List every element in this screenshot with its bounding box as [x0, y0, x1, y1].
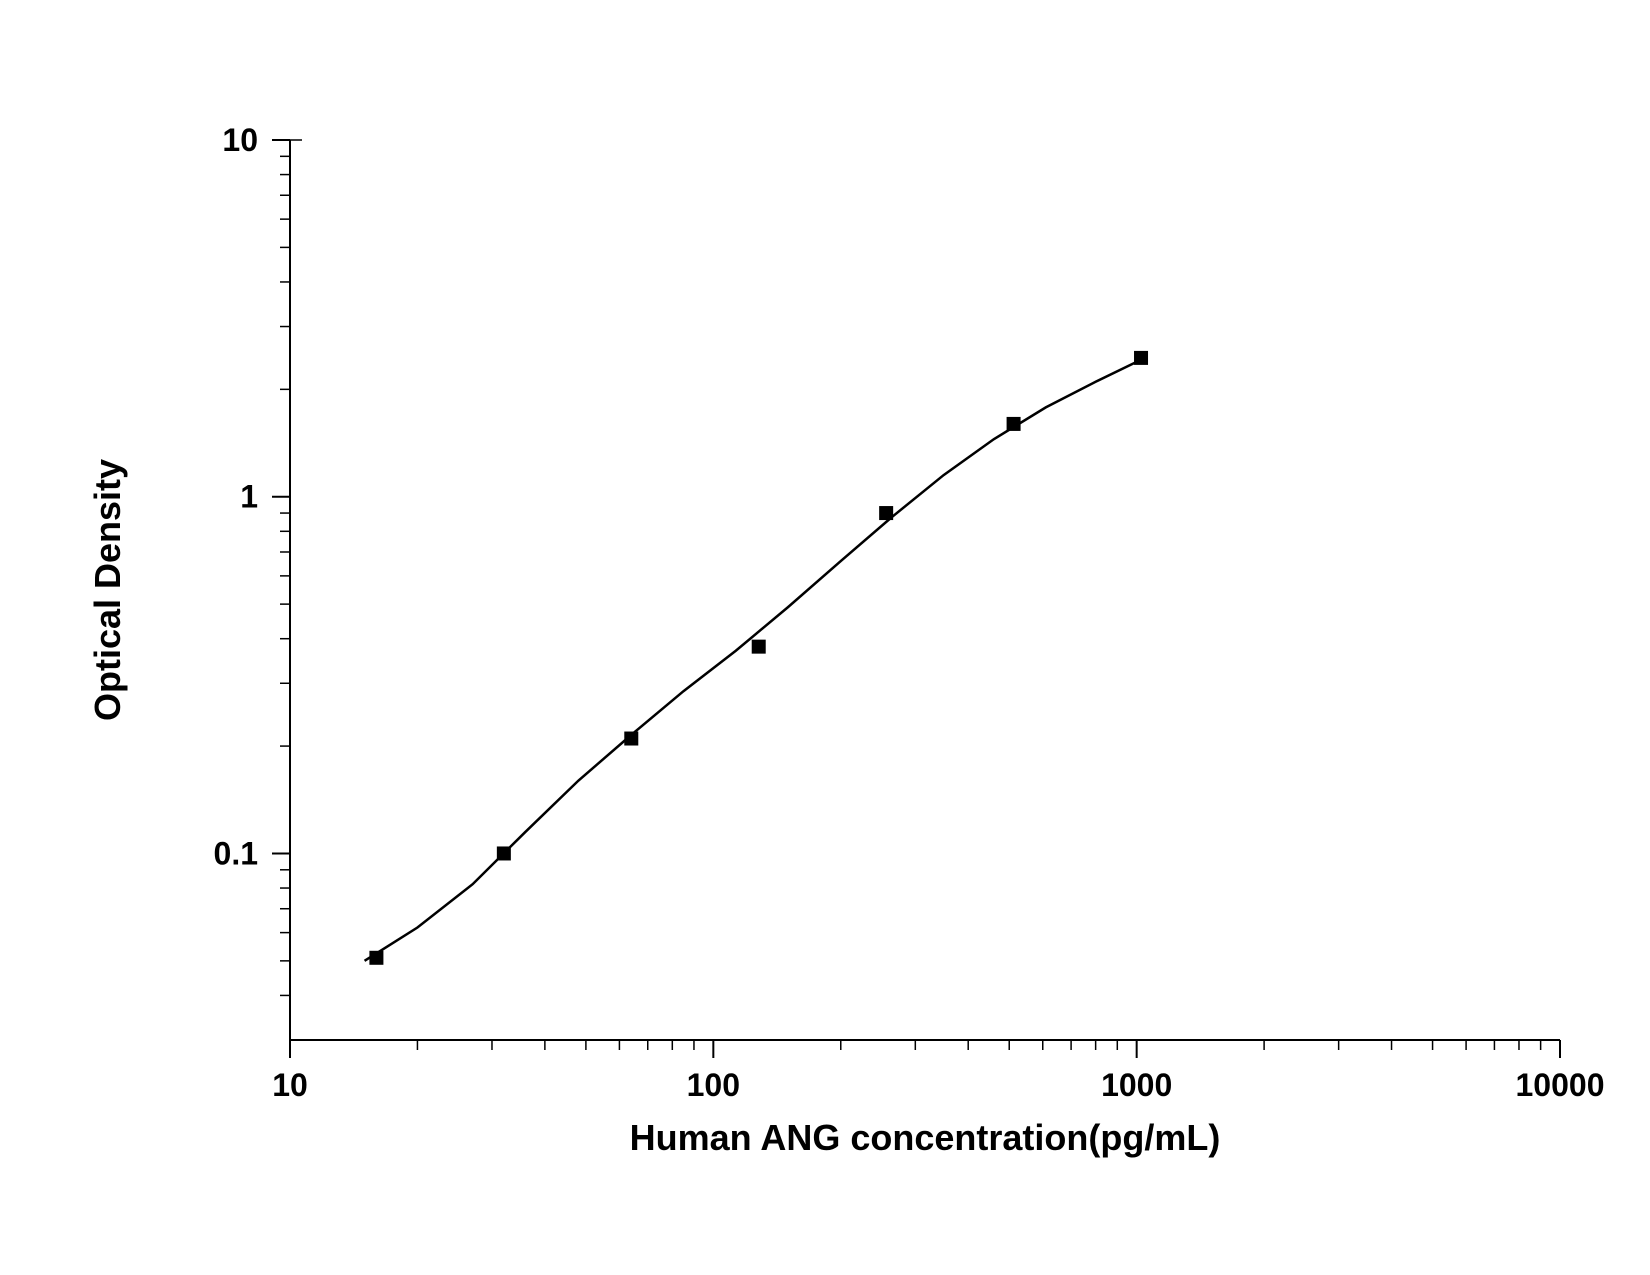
- data-marker: [497, 846, 511, 860]
- x-tick-label: 1000: [1101, 1067, 1172, 1103]
- chart-container: 10 100 1000 10000 0.1 1 10 Human ANG concentrat…: [0, 0, 1650, 1275]
- data-marker: [879, 506, 893, 520]
- data-marker: [624, 732, 638, 746]
- fit-curve: [365, 360, 1141, 961]
- data-marker: [1007, 417, 1021, 431]
- chart-svg: 10 100 1000 10000 0.1 1 10 Human ANG concentrat…: [0, 0, 1650, 1275]
- data-marker: [369, 951, 383, 965]
- x-tick-label: 10: [272, 1067, 308, 1103]
- y-axis-title: Optical Density: [87, 459, 128, 721]
- x-axis-title: Human ANG concentration(pg/mL): [630, 1117, 1221, 1158]
- data-marker: [752, 640, 766, 654]
- data-marker: [1134, 351, 1148, 365]
- y-tick-label: 0.1: [214, 835, 258, 871]
- y-tick-label: 1: [240, 479, 258, 515]
- y-tick-label: 10: [222, 122, 258, 158]
- x-tick-label: 10000: [1516, 1067, 1605, 1103]
- x-tick-label: 100: [687, 1067, 740, 1103]
